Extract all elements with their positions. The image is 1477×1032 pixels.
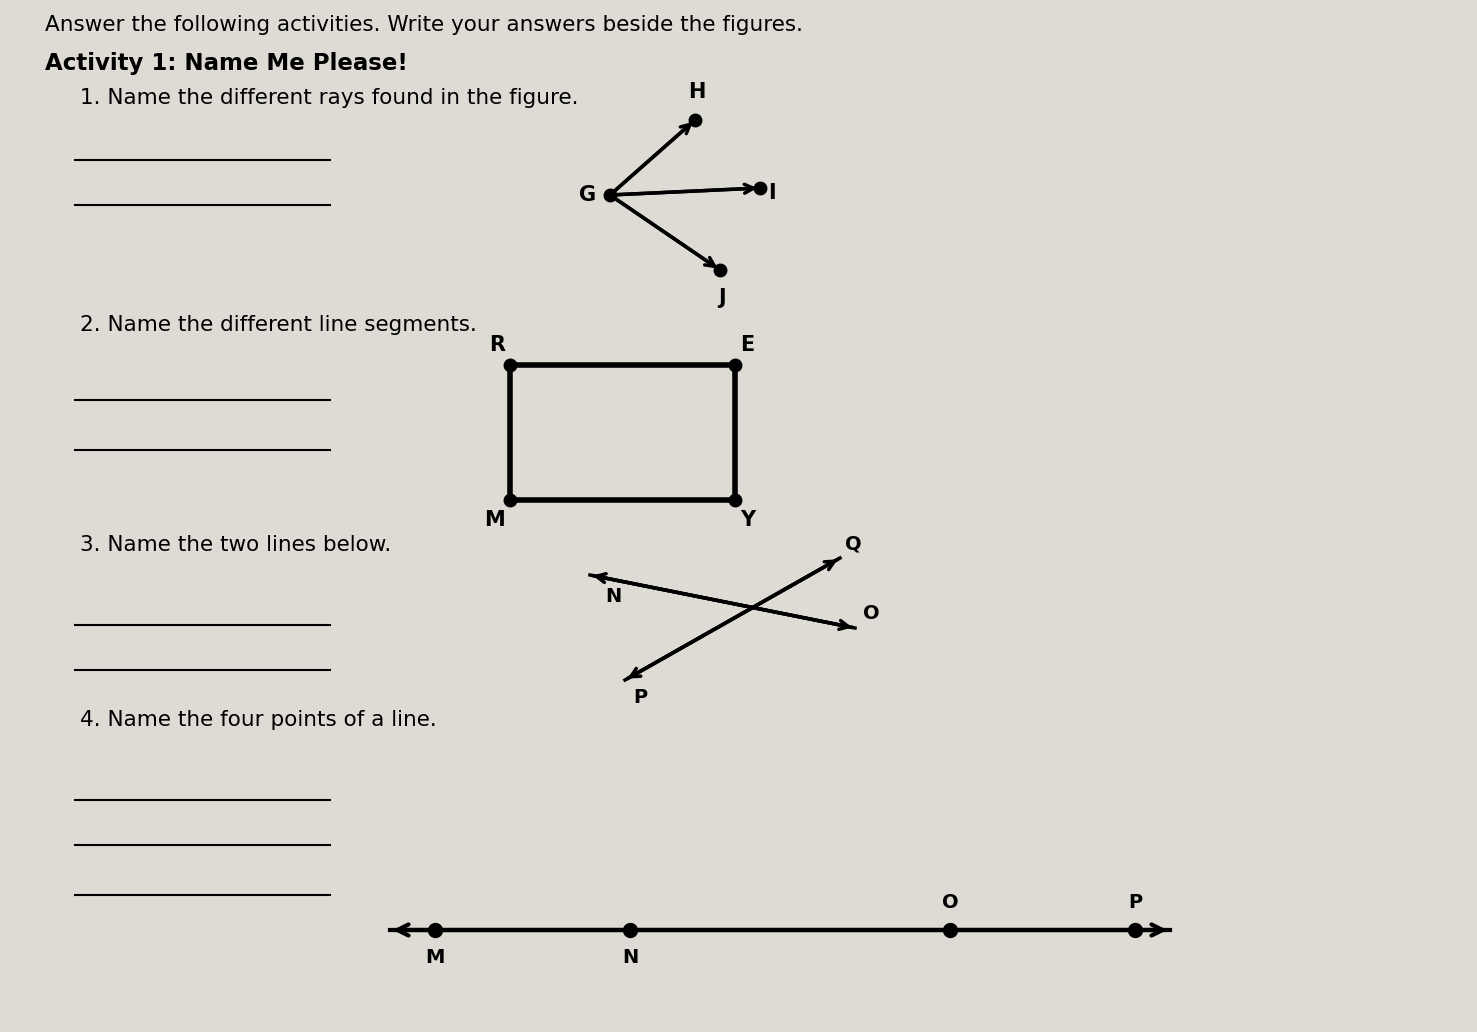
Text: E: E xyxy=(740,335,755,355)
Text: I: I xyxy=(768,183,775,203)
Text: P: P xyxy=(1128,893,1142,912)
Text: 3. Name the two lines below.: 3. Name the two lines below. xyxy=(80,535,391,555)
Text: R: R xyxy=(489,335,505,355)
Text: N: N xyxy=(606,587,622,606)
Text: O: O xyxy=(942,893,959,912)
Text: H: H xyxy=(688,82,706,102)
Text: 4. Name the four points of a line.: 4. Name the four points of a line. xyxy=(80,710,437,730)
Text: 2. Name the different line segments.: 2. Name the different line segments. xyxy=(80,315,477,335)
Text: N: N xyxy=(622,948,638,967)
Text: Activity 1: Name Me Please!: Activity 1: Name Me Please! xyxy=(44,52,408,75)
Text: P: P xyxy=(634,688,647,707)
Text: O: O xyxy=(863,604,880,623)
Text: G: G xyxy=(579,185,597,205)
Text: J: J xyxy=(718,288,725,308)
Text: Y: Y xyxy=(740,510,755,530)
Text: Q: Q xyxy=(845,534,861,553)
Text: Answer the following activities. Write your answers beside the figures.: Answer the following activities. Write y… xyxy=(44,15,803,35)
Text: M: M xyxy=(425,948,445,967)
Text: M: M xyxy=(484,510,505,530)
Text: 1. Name the different rays found in the figure.: 1. Name the different rays found in the … xyxy=(80,88,579,108)
